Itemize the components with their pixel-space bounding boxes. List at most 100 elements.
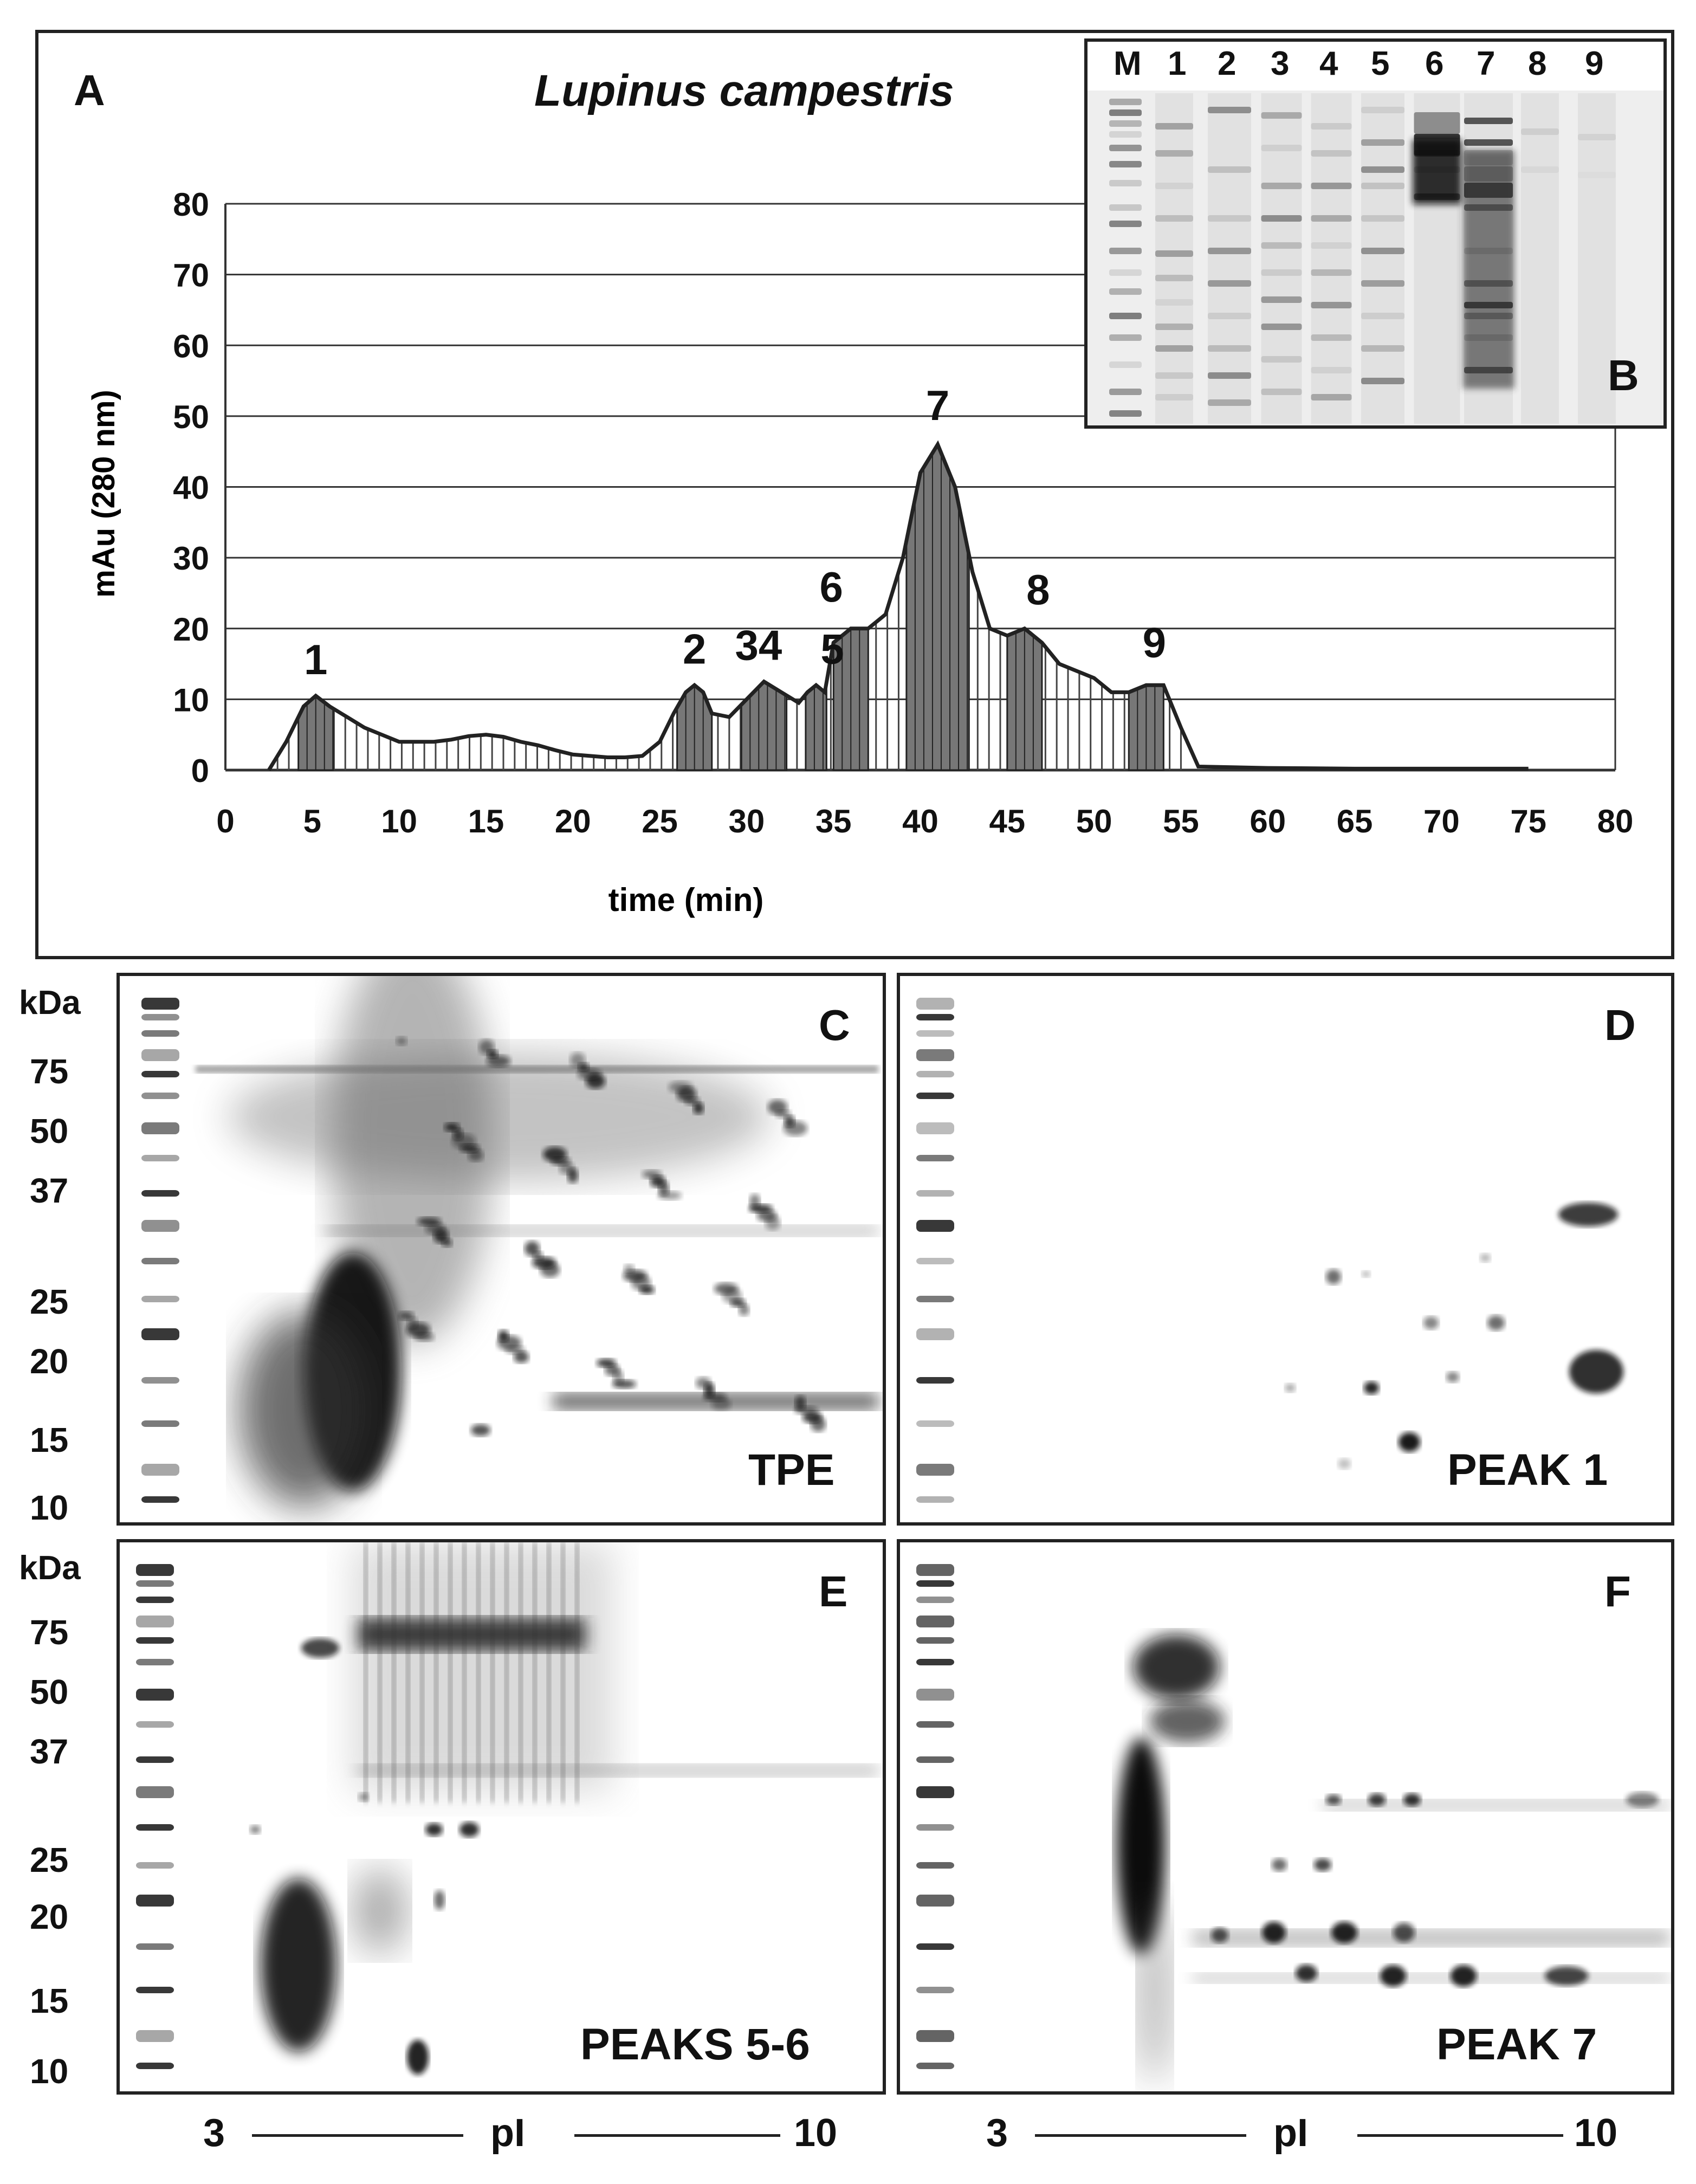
ladder-band bbox=[136, 1862, 174, 1869]
ladder-band bbox=[136, 1659, 174, 1665]
smear bbox=[353, 1868, 407, 1954]
ladder-band bbox=[141, 1464, 179, 1476]
sds-band bbox=[1155, 123, 1193, 130]
protein-spot bbox=[693, 1102, 704, 1114]
horizontal-band bbox=[553, 1393, 878, 1410]
sds-band bbox=[1109, 145, 1142, 151]
sds-band bbox=[1521, 128, 1559, 135]
sds-band bbox=[1311, 183, 1352, 189]
streak bbox=[490, 1542, 495, 1802]
sds-band bbox=[1208, 399, 1251, 406]
x-tick-label: 65 bbox=[1337, 803, 1373, 839]
ladder-band bbox=[141, 1496, 179, 1503]
ladder-band bbox=[136, 1564, 174, 1576]
protein-spot bbox=[624, 1264, 635, 1273]
sds-lane-bg bbox=[1208, 93, 1251, 424]
protein-spot bbox=[749, 1194, 760, 1209]
ladder-band bbox=[916, 1862, 954, 1869]
sds-band bbox=[1361, 345, 1404, 352]
y-tick-labels: 0 10 20 30 40 50 60 70 80 bbox=[173, 186, 209, 789]
ladder-band bbox=[916, 1580, 954, 1587]
streak bbox=[448, 1542, 452, 1802]
sds-band bbox=[1109, 389, 1142, 395]
peak-bar-34 bbox=[740, 680, 788, 771]
protein-spot bbox=[784, 1115, 795, 1127]
ladder-band bbox=[136, 1895, 174, 1907]
kda-marker-20: 20 bbox=[30, 1897, 69, 1936]
x-axis-label: time (min) bbox=[609, 882, 764, 918]
x-tick-label: 55 bbox=[1163, 803, 1199, 839]
sds-band bbox=[1361, 313, 1404, 319]
ladder-band bbox=[141, 1155, 179, 1161]
ladder-band bbox=[141, 1258, 179, 1264]
sds-band bbox=[1311, 242, 1352, 249]
sds-band bbox=[1109, 410, 1142, 417]
streak bbox=[561, 1542, 565, 1802]
ladder-band bbox=[141, 1030, 179, 1037]
protein-spot bbox=[479, 1039, 494, 1055]
sds-band bbox=[1261, 215, 1302, 222]
sds-band bbox=[1361, 215, 1404, 222]
sds-band bbox=[1109, 180, 1142, 186]
streak bbox=[533, 1542, 537, 1802]
y-axis-label: mAu (280 nm) bbox=[86, 390, 121, 598]
panel-a: A Lupinus campestris 0 10 20 30 40 50 60 70 80 0… bbox=[35, 30, 1674, 959]
sds-band bbox=[1361, 280, 1404, 287]
sds-band bbox=[1361, 166, 1404, 173]
protein-spot bbox=[452, 1128, 463, 1140]
protein-spot bbox=[1451, 1965, 1477, 1987]
sds-lane-bg bbox=[1578, 93, 1616, 424]
sds-band bbox=[1155, 345, 1193, 352]
sds-band bbox=[1208, 166, 1251, 173]
protein-spot bbox=[1626, 1792, 1659, 1807]
lane-label-6: 6 bbox=[1425, 45, 1444, 82]
x-tick-label: 35 bbox=[815, 803, 852, 839]
sds-band bbox=[1109, 131, 1142, 138]
peak-label-2: 2 bbox=[683, 625, 706, 673]
gel-e-name: PEAKS 5-6 bbox=[580, 2020, 810, 2069]
sds-band bbox=[1261, 356, 1302, 363]
ladder-band bbox=[916, 1296, 954, 1302]
protein-spot bbox=[1272, 1858, 1287, 1871]
ladder-band bbox=[916, 1014, 954, 1020]
sds-band bbox=[1109, 288, 1142, 295]
ladder-band bbox=[916, 1328, 954, 1340]
sds-band bbox=[1109, 334, 1142, 341]
large-spot bbox=[261, 1878, 336, 2052]
sds-band-blob bbox=[1413, 139, 1461, 204]
sds-band bbox=[1361, 139, 1404, 146]
lane-label-9: 9 bbox=[1585, 45, 1604, 82]
gel-f-name: PEAK 7 bbox=[1436, 2020, 1597, 2069]
ladder-band bbox=[141, 1296, 179, 1302]
protein-spot bbox=[1338, 1458, 1351, 1469]
ladder-band bbox=[916, 1987, 954, 1993]
protein-spot bbox=[597, 1359, 616, 1367]
sds-band bbox=[1155, 394, 1193, 400]
sds-band bbox=[1578, 172, 1616, 178]
sds-band bbox=[1311, 334, 1352, 341]
protein-spot bbox=[1403, 1793, 1421, 1806]
peak-label-1: 1 bbox=[304, 636, 327, 683]
protein-spot bbox=[358, 1793, 369, 1801]
ladder-band bbox=[136, 1689, 174, 1701]
ladder-band bbox=[136, 1756, 174, 1763]
sds-lane-bg bbox=[1361, 93, 1404, 424]
ladder-band bbox=[141, 1093, 179, 1099]
large-spot bbox=[1149, 1700, 1225, 1743]
sds-lane-bg bbox=[1311, 93, 1352, 424]
x-tick-label: 80 bbox=[1597, 803, 1634, 839]
ladder-band bbox=[136, 1580, 174, 1587]
ladder-band bbox=[916, 1030, 954, 1037]
sds-band bbox=[1311, 150, 1352, 157]
sds-gel-image bbox=[1087, 91, 1663, 425]
sds-band bbox=[1208, 215, 1251, 222]
sds-band bbox=[1155, 183, 1193, 189]
sds-lane-bg bbox=[1155, 93, 1193, 424]
sds-band bbox=[1109, 99, 1142, 105]
ladder-band bbox=[916, 1377, 954, 1384]
protein-spot bbox=[407, 2040, 429, 2075]
gel-c-image bbox=[141, 976, 878, 1507]
y-tick-label: 0 bbox=[191, 753, 209, 789]
sds-band bbox=[1155, 250, 1193, 257]
